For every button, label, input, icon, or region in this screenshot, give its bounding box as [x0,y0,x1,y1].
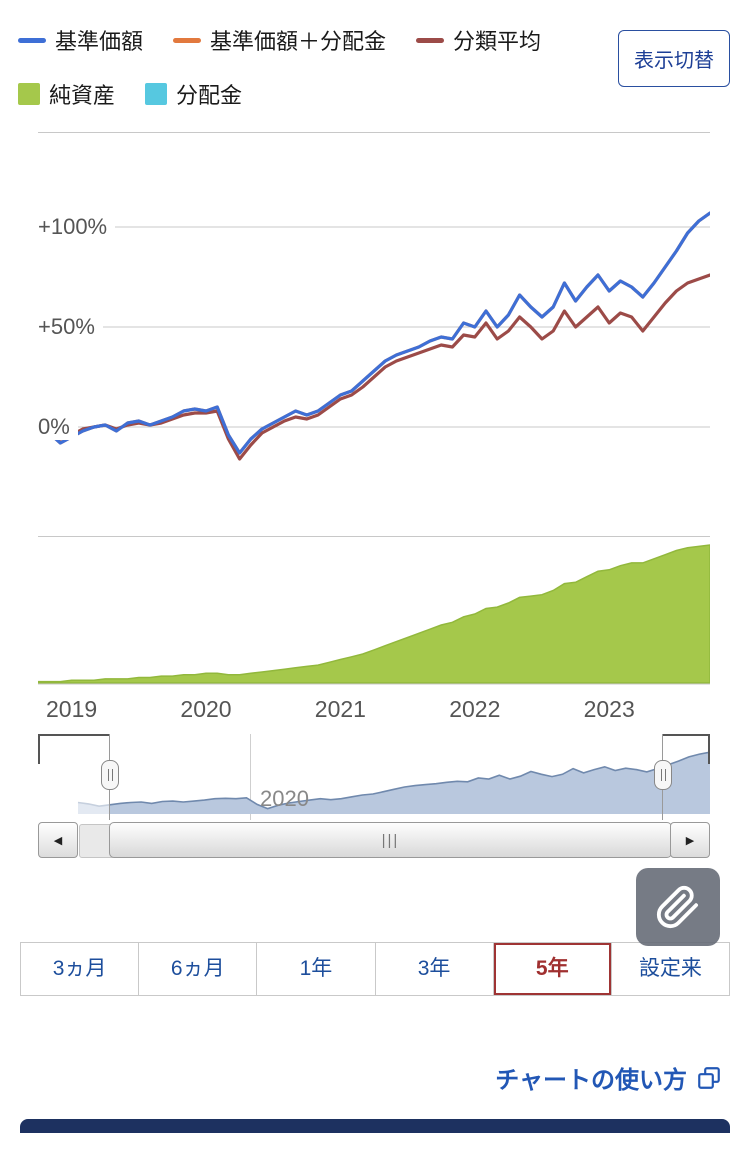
navigator-area [78,752,710,814]
range-handle-left-icon[interactable] [101,760,119,790]
period-tab-6months[interactable]: 6ヵ月 [138,943,256,995]
legend-label-category-avg: 分類平均 [453,29,542,54]
range-navigator[interactable]: 2020 [38,734,710,820]
price-return-chart-svg [36,132,712,537]
navigator-left-bracket [38,734,110,764]
ytick-plus50: +50% [38,314,103,340]
legend-row-2: 純資産 分配金 [18,78,730,110]
net-assets-area [37,544,711,684]
paperclip-icon [656,885,699,929]
nav-dist-line-swatch-icon [173,37,202,43]
nav-line [36,211,712,455]
legend-item-distribution: 分配金 [145,78,242,110]
scroll-left-button[interactable]: ◀ [38,822,78,858]
legend-item-net-assets: 純資産 [18,78,115,110]
xtick-2021: 2021 [314,696,366,722]
xtick-2022: 2022 [449,696,501,722]
period-tab-3years[interactable]: 3年 [374,943,493,995]
navigator-right-bracket [663,734,710,764]
period-selector: 3ヵ月 6ヵ月 1年 3年 5年 設定来 [20,942,730,996]
x-axis-labels: 2019 2020 2021 2022 2023 [38,690,710,730]
navigator-year-gridline [250,734,251,820]
legend-label-distribution: 分配金 [176,83,243,108]
navigator-outline [77,751,710,810]
footer-bar [20,1119,730,1133]
navigator-year-label: 2020 [260,786,309,811]
range-handle-right-icon[interactable] [654,760,672,790]
period-tab-1year[interactable]: 1年 [256,943,374,995]
legend-label-nav: 基準価額 [55,29,144,54]
scrollbar-grip-icon: ||| [381,831,400,849]
chart-scrollbar[interactable]: ◀ ||| ▶ [38,822,710,860]
legend-label-net-assets: 純資産 [49,83,116,108]
net-assets-swatch-icon [18,83,40,105]
scroll-right-button[interactable]: ▶ [670,822,710,858]
legend-item-nav: 基準価額 [18,24,143,56]
nav-plus-distribution-line [36,211,712,455]
nav-line-swatch-icon [18,37,46,43]
legend-item-category-avg: 分類平均 [416,24,541,56]
attachment-fab-button[interactable] [636,868,720,946]
category-avg-line-swatch-icon [416,37,445,43]
distribution-swatch-icon [145,83,168,105]
navigator-dimmed-region [38,736,109,820]
chart-help-row: チャートの使い方 [0,1060,722,1095]
category-average-line [36,273,712,461]
price-return-chart: +100% +50% 0% [36,132,712,537]
period-tab-inception[interactable]: 設定来 [610,943,729,995]
xtick-2023: 2023 [583,696,635,722]
scroll-left-icon: ◀ [53,834,63,847]
period-tab-5years[interactable]: 5年 [492,943,611,995]
chart-area: +100% +50% 0% 2019 2020 2021 2022 2023 [36,132,712,860]
ytick-plus100: +100% [38,214,116,240]
navigator-chart-svg [77,751,710,814]
chart-legend: 基準価額 基準価額＋分配金 分類平均 純資産 分配金 表示切替 [0,0,750,126]
xtick-2019: 2019 [46,696,98,722]
legend-row-1: 基準価額 基準価額＋分配金 分類平均 [18,24,730,56]
legend-item-nav-dist: 基準価額＋分配金 [173,24,386,56]
xtick-2020: 2020 [180,696,232,722]
ytick-zero: 0% [38,414,78,440]
chart-help-link[interactable]: チャートの使い方 [495,1067,687,1094]
legend-label-nav-dist: 基準価額＋分配金 [210,29,387,54]
open-new-window-icon[interactable] [696,1065,722,1091]
display-toggle-button[interactable]: 表示切替 [618,30,730,87]
scrollbar-thumb[interactable]: ||| [109,822,672,858]
period-tab-3months[interactable]: 3ヵ月 [52,957,107,980]
scroll-right-icon: ▶ [685,834,695,847]
net-assets-chart-svg [37,544,711,685]
